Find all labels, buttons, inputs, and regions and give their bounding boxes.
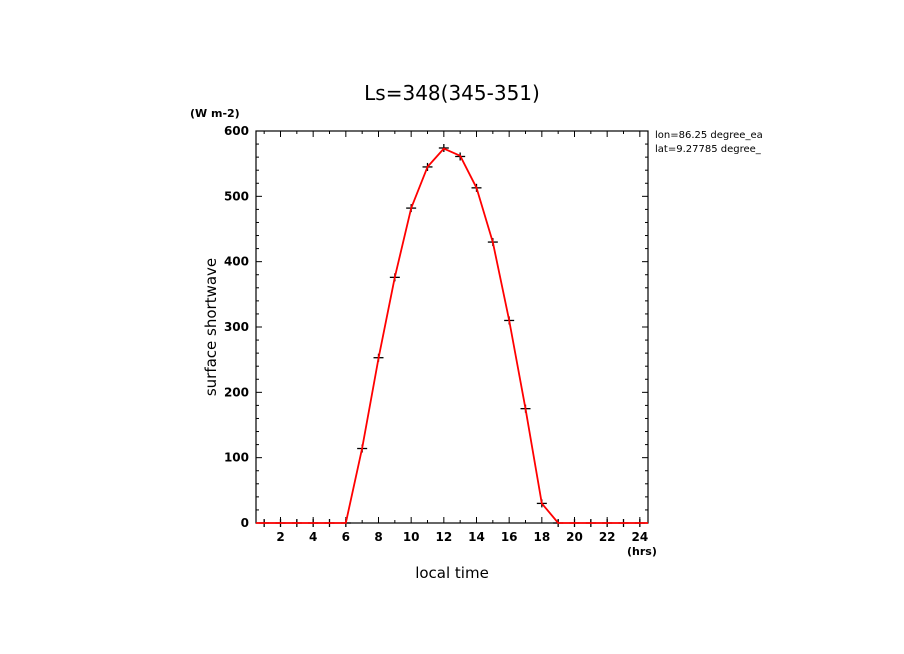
x-axis-title: local time	[415, 564, 489, 582]
y-axis-title: surface shortwave	[202, 258, 220, 396]
x-tick-label: 12	[435, 530, 452, 544]
y-tick-label: 300	[224, 320, 249, 334]
x-tick-label: 20	[566, 530, 583, 544]
x-tick-label: 14	[468, 530, 485, 544]
x-tick-label: 24	[631, 530, 648, 544]
lon-annotation: lon=86.25 degree_ea	[655, 130, 763, 141]
x-tick-label: 18	[533, 530, 550, 544]
x-tick-label: 4	[309, 530, 317, 544]
x-tick-label: 8	[374, 530, 382, 544]
lat-annotation: lat=9.27785 degree_	[655, 144, 762, 155]
y-tick-label: 400	[224, 255, 249, 269]
y-tick-label: 500	[224, 189, 249, 203]
x-tick-label: 16	[501, 530, 518, 544]
chart-title: Ls=348(345-351)	[364, 81, 540, 105]
x-tick-label: 22	[599, 530, 616, 544]
y-tick-label: 0	[241, 516, 249, 530]
y-tick-label: 200	[224, 385, 249, 399]
y-tick-label: 100	[224, 451, 249, 465]
x-tick-label: 2	[276, 530, 284, 544]
y-axis-unit: (W m-2)	[190, 107, 240, 120]
x-tick-label: 10	[403, 530, 420, 544]
y-tick-label: 600	[224, 124, 249, 138]
x-axis-unit: (hrs)	[627, 545, 657, 558]
x-tick-label: 6	[342, 530, 350, 544]
series-line	[256, 147, 648, 524]
plot-frame	[255, 130, 649, 524]
